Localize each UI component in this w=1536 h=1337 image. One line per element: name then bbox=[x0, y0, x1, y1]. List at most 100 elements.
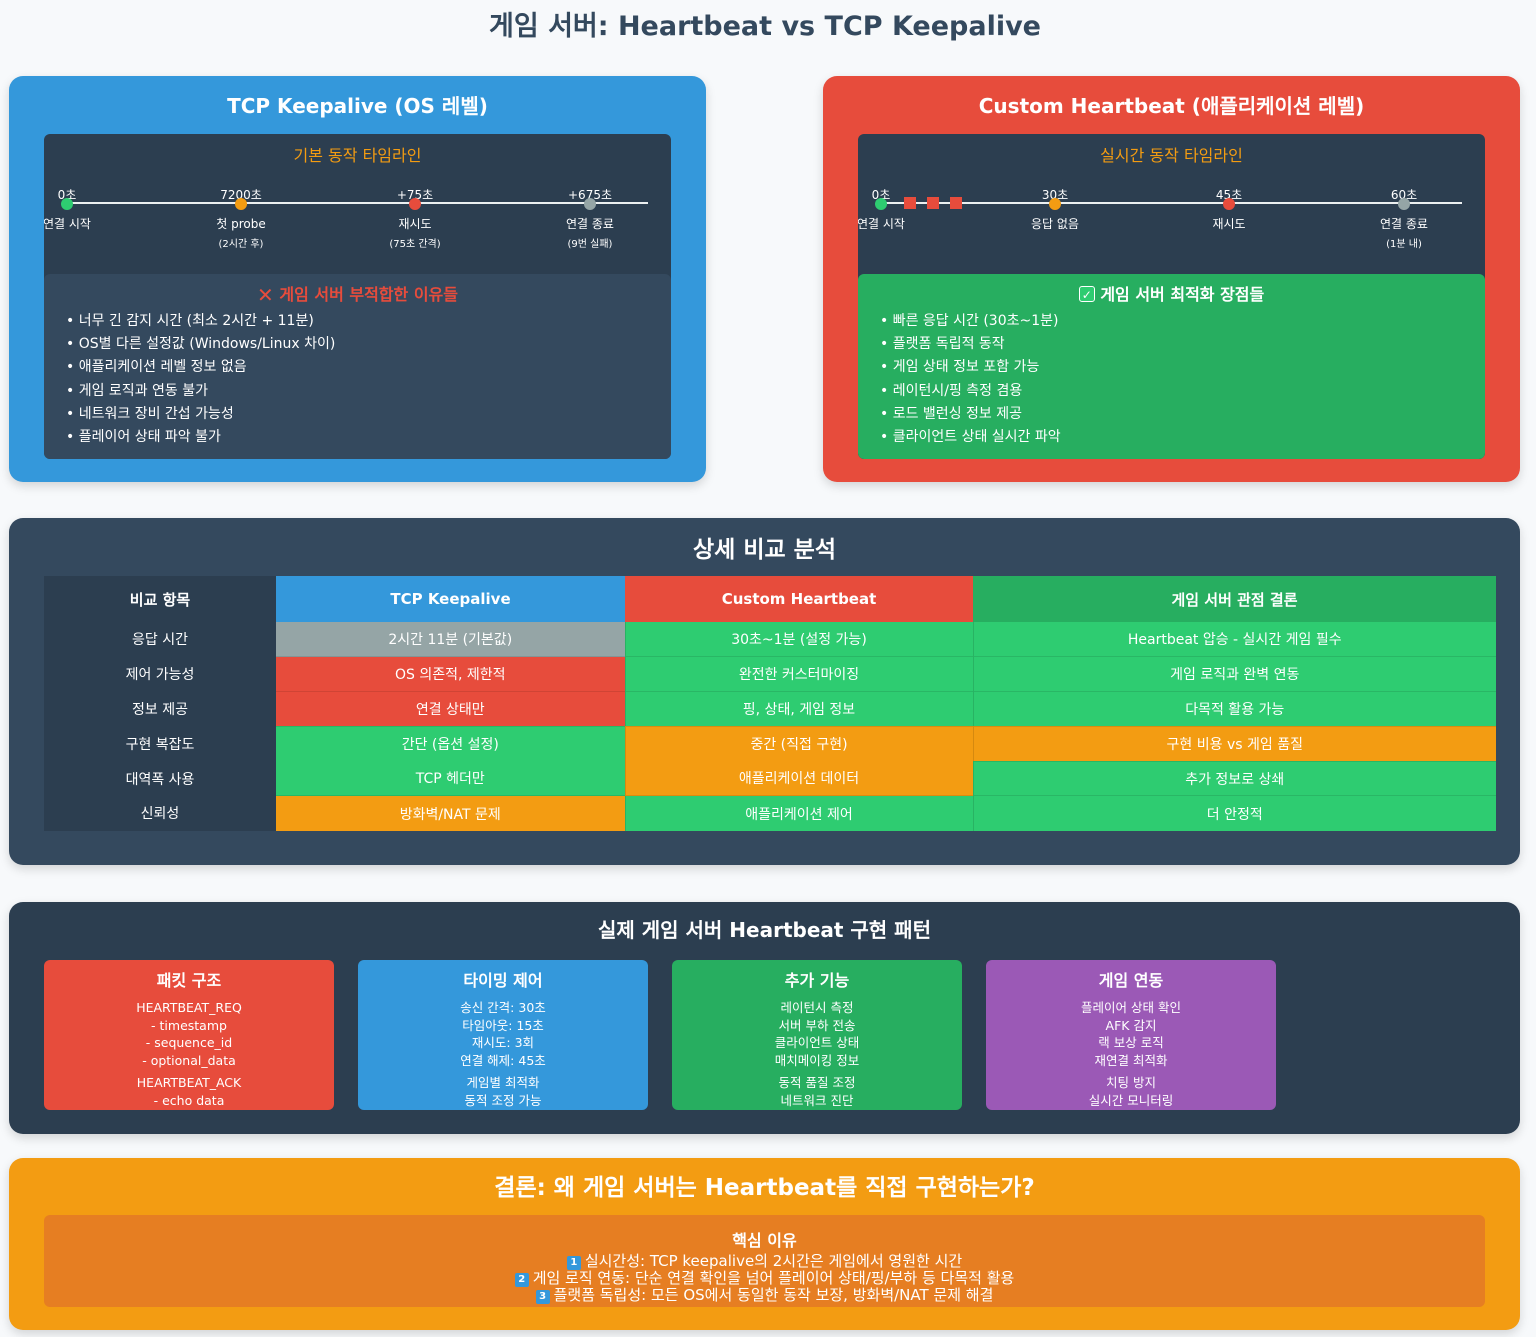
table-row: 신뢰성 방화벽/NAT 문제 애플리케이션 제어 더 안정적 bbox=[44, 795, 1496, 831]
cross-icon: ✕ bbox=[257, 283, 274, 307]
column-header: 게임 서버 관점 결론 bbox=[973, 576, 1496, 622]
card-line: 실시간 모니터링 bbox=[1088, 1092, 1174, 1108]
number-2-icon: 2 bbox=[514, 1273, 529, 1287]
timeline-dot bbox=[875, 198, 887, 210]
tcp-reasons-heading: ✕ 게임 서버 부적합한 이유들 bbox=[44, 281, 671, 307]
table-cell: OS 의존적, 제한적 bbox=[276, 656, 625, 692]
card-line: 레이턴시 측정 bbox=[780, 1000, 854, 1015]
heartbeat-timeline-box: 실시간 동작 타임라인 0초 연결 시작 30초 응답 없음 45초 재시도 6… bbox=[858, 134, 1485, 459]
card-line: 동적 품질 조정 bbox=[778, 1075, 856, 1090]
comparison-panel: 상세 비교 분석 비교 항목 TCP Keepalive Custom Hear… bbox=[9, 518, 1520, 865]
tcp-timeline-line bbox=[64, 202, 648, 204]
card-line: 랙 보상 로직 bbox=[1098, 1035, 1164, 1050]
timeline-time: 60초 bbox=[1390, 188, 1418, 202]
list-item: 플랫폼 독립적 동작 bbox=[880, 333, 1061, 356]
card-line: - timestamp bbox=[151, 1017, 227, 1033]
timeline-label: 응답 없음 bbox=[1031, 217, 1079, 231]
heartbeat-packet-marker bbox=[950, 197, 962, 209]
card-lines: HEARTBEAT_REQ - timestamp - sequence_id … bbox=[44, 999, 334, 1109]
tcp-reasons-box: ✕ 게임 서버 부적합한 이유들 너무 긴 감지 시간 (최소 2시간 + 11… bbox=[44, 274, 671, 459]
reason-line: 3 플랫폼 독립성: 모든 OS에서 동일한 동작 보장, 방화벽/NAT 문제 … bbox=[44, 1287, 1485, 1304]
heartbeat-timeline-line bbox=[878, 202, 1462, 204]
timeline-time: 45초 bbox=[1215, 188, 1243, 202]
card-line: 재시도: 3회 bbox=[471, 1035, 535, 1050]
table-cell: 30초~1분 (설정 가능) bbox=[624, 622, 973, 657]
card-line: AFK 감지 bbox=[1105, 1017, 1157, 1033]
timeline-sublabel: (9번 실패) bbox=[567, 239, 613, 250]
table-cell: 중간 (직접 구현) bbox=[624, 725, 973, 762]
list-item: 애플리케이션 레벨 정보 없음 bbox=[66, 356, 335, 379]
card-line: 연결 해제: 45초 bbox=[460, 1052, 546, 1068]
card-line: 동적 조정 가능 bbox=[464, 1092, 542, 1108]
card-line: 클라이언트 상태 bbox=[774, 1035, 860, 1050]
reason-text: 실시간성: TCP keepalive의 2시간은 게임에서 영원한 시간 bbox=[584, 1252, 963, 1270]
table-cell: 핑, 상태, 게임 정보 bbox=[624, 691, 973, 727]
timeline-dot bbox=[584, 198, 596, 210]
timeline-time: +675초 bbox=[568, 188, 612, 202]
table-cell: 응답 시간 bbox=[44, 622, 276, 657]
table-cell: 정보 제공 bbox=[44, 691, 276, 727]
conclusion-panel: 결론: 왜 게임 서버는 Heartbeat를 직접 구현하는가? 핵심 이유 … bbox=[9, 1158, 1520, 1330]
table-cell: 대역폭 사용 bbox=[44, 761, 276, 796]
timeline-time: 30초 bbox=[1041, 188, 1069, 202]
table-row: 응답 시간 2시간 11분 (기본값) 30초~1분 (설정 가능) Heart… bbox=[44, 622, 1496, 657]
table-cell: 더 안정적 bbox=[972, 795, 1496, 831]
timeline-sublabel: (75초 간격) bbox=[389, 239, 441, 250]
list-item: 로드 밸런싱 정보 제공 bbox=[880, 403, 1061, 426]
card-line: 네트워크 진단 bbox=[780, 1092, 854, 1108]
table-cell: TCP 헤더만 bbox=[276, 761, 625, 796]
timeline-label: 재시도 bbox=[398, 217, 432, 231]
timeline-time: +75초 bbox=[396, 188, 434, 202]
column-header: 비교 항목 bbox=[44, 576, 276, 622]
timeline-dot bbox=[235, 198, 247, 210]
number-3-icon: 3 bbox=[535, 1290, 550, 1304]
table-cell: 신뢰성 bbox=[44, 795, 276, 831]
column-header: TCP Keepalive bbox=[276, 576, 625, 622]
timeline-label: 재시도 bbox=[1212, 217, 1246, 231]
table-row: 대역폭 사용 TCP 헤더만 애플리케이션 데이터 추가 정보로 상쇄 bbox=[44, 760, 1496, 796]
reason-text: 플랫폼 독립성: 모든 OS에서 동일한 동작 보장, 방화벽/NAT 문제 해… bbox=[553, 1286, 994, 1304]
timeline-dot bbox=[1049, 198, 1061, 210]
timeline-dot bbox=[1398, 198, 1410, 210]
card-line: 서버 부하 전송 bbox=[778, 1017, 856, 1033]
table-cell: 방화벽/NAT 문제 bbox=[276, 795, 625, 831]
card-lines: 레이턴시 측정 서버 부하 전송 클라이언트 상태 매치메이킹 정보 동적 품질… bbox=[672, 999, 962, 1109]
table-header-row: 비교 항목 TCP Keepalive Custom Heartbeat 게임 … bbox=[44, 576, 1496, 622]
table-cell: 완전한 커스터마이징 bbox=[624, 656, 973, 692]
comparison-table: 비교 항목 TCP Keepalive Custom Heartbeat 게임 … bbox=[44, 576, 1496, 831]
timeline-time: 7200초 bbox=[220, 188, 262, 202]
heartbeat-advantages-title: 게임 서버 최적화 장점들 bbox=[1100, 285, 1265, 304]
table-cell: 2시간 11분 (기본값) bbox=[276, 622, 625, 657]
card-title: 타이밍 제어 bbox=[463, 971, 543, 990]
list-item: 네트워크 장비 간섭 가능성 bbox=[66, 403, 335, 426]
heartbeat-packet-marker bbox=[927, 197, 939, 209]
core-reasons-heading: 핵심 이유 bbox=[732, 1231, 797, 1250]
number-1-icon: 1 bbox=[566, 1256, 581, 1270]
tcp-timeline-title: 기본 동작 타임라인 bbox=[293, 146, 422, 165]
table-cell: 구현 비용 vs 게임 품질 bbox=[972, 725, 1496, 762]
reason-line: 1 실시간성: TCP keepalive의 2시간은 게임에서 영원한 시간 bbox=[44, 1253, 1485, 1270]
card-lines: 플레이어 상태 확인 AFK 감지 랙 보상 로직 재연결 최적화 치팅 방지 … bbox=[986, 999, 1276, 1109]
card-lines: 송신 간격: 30초 타임아웃: 15초 재시도: 3회 연결 해제: 45초 … bbox=[358, 999, 648, 1109]
card-line: - sequence_id bbox=[145, 1035, 233, 1050]
reason-text: 게임 로직 연동: 단순 연결 확인을 넘어 플레이어 상태/핑/부하 등 다목… bbox=[532, 1269, 1015, 1287]
card-line: HEARTBEAT_REQ bbox=[136, 1000, 242, 1015]
reason-line: 2 게임 로직 연동: 단순 연결 확인을 넘어 플레이어 상태/핑/부하 등 다… bbox=[44, 1270, 1485, 1287]
core-reasons-list: 1 실시간성: TCP keepalive의 2시간은 게임에서 영원한 시간 2… bbox=[44, 1253, 1485, 1304]
timeline-time: 0초 bbox=[57, 188, 77, 202]
comparison-title: 상세 비교 분석 bbox=[693, 537, 836, 563]
heartbeat-advantages-heading: ✓ 게임 서버 최적화 장점들 bbox=[858, 281, 1485, 305]
table-cell: 추가 정보로 상쇄 bbox=[972, 760, 1496, 796]
table-cell: 애플리케이션 제어 bbox=[624, 795, 973, 831]
list-item: 플레이어 상태 파악 불가 bbox=[66, 426, 335, 449]
table-cell: 간단 (옵션 설정) bbox=[276, 725, 625, 762]
card-line: 송신 간격: 30초 bbox=[460, 1000, 546, 1015]
list-item: 게임 로직과 연동 불가 bbox=[66, 380, 335, 403]
extra-features-card: 추가 기능 레이턴시 측정 서버 부하 전송 클라이언트 상태 매치메이킹 정보… bbox=[672, 960, 962, 1110]
card-line: 타임아웃: 15초 bbox=[462, 1017, 544, 1033]
timeline-dot bbox=[61, 198, 73, 210]
heartbeat-packet-marker bbox=[904, 197, 916, 209]
table-cell: 애플리케이션 데이터 bbox=[624, 761, 973, 796]
table-cell: 제어 가능성 bbox=[44, 656, 276, 692]
tcp-reasons-list: 너무 긴 감지 시간 (최소 2시간 + 11분) OS별 다른 설정값 (Wi… bbox=[66, 310, 336, 449]
